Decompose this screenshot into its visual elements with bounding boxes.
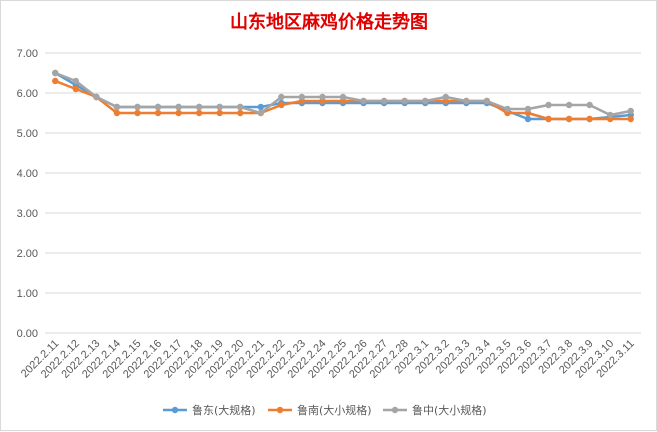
legend-item: 鲁南(大小规格) (268, 403, 372, 417)
data-point (113, 103, 121, 111)
data-point (134, 109, 141, 117)
data-point (401, 97, 408, 105)
chart-title: 山东地区麻鸡价格走势图 (230, 11, 428, 33)
data-point (627, 115, 634, 123)
y-tick-label: 0.00 (17, 328, 38, 340)
y-tick-label: 7.00 (17, 48, 38, 60)
data-point (52, 77, 59, 85)
legend-swatch-marker (391, 406, 399, 414)
data-point (606, 111, 614, 119)
data-point (216, 103, 223, 111)
data-point (380, 97, 388, 105)
legend-swatch-marker (171, 406, 179, 414)
data-point (134, 103, 141, 111)
legend-label: 鲁中(大小规格) (412, 403, 487, 417)
data-point (175, 103, 182, 111)
data-point (504, 105, 511, 113)
y-tick-label: 4.00 (17, 168, 38, 180)
series (52, 69, 634, 119)
data-point (422, 97, 429, 105)
data-point (93, 93, 100, 101)
y-tick-label: 5.00 (17, 128, 38, 140)
data-point (524, 105, 532, 113)
gridlines (45, 52, 641, 334)
data-point (52, 69, 59, 77)
data-point (442, 93, 449, 101)
series-lines (52, 69, 634, 123)
data-point (360, 97, 367, 105)
data-point (319, 93, 326, 101)
legend-swatch-marker (276, 406, 284, 414)
data-point (113, 109, 121, 117)
data-point (483, 97, 491, 105)
y-tick-label: 1.00 (17, 288, 38, 300)
data-point (278, 93, 285, 101)
y-axis-ticks: 0.00 1.00 2.00 3.00 4.00 5.00 6.00 7.00 (17, 48, 38, 340)
data-point (278, 101, 285, 109)
data-point (627, 107, 634, 115)
data-point (339, 93, 347, 101)
data-point (195, 103, 203, 111)
data-point (586, 115, 593, 123)
data-point (565, 101, 573, 109)
y-tick-label: 2.00 (17, 248, 38, 260)
legend-label: 鲁东(大规格) (192, 403, 256, 417)
legend-label: 鲁南(大小规格) (297, 403, 372, 417)
data-point (175, 109, 182, 117)
data-point (257, 109, 264, 117)
data-point (154, 109, 162, 117)
data-point (545, 101, 552, 109)
data-point (565, 115, 573, 123)
data-point (216, 109, 223, 117)
data-point (524, 115, 532, 123)
y-tick-label: 3.00 (17, 208, 38, 220)
data-point (463, 97, 470, 105)
data-point (72, 85, 80, 93)
data-point (298, 93, 306, 101)
legend: 鲁东(大规格) 鲁南(大小规格) 鲁中(大小规格) (163, 403, 487, 417)
y-tick-label: 6.00 (17, 88, 38, 100)
data-point (154, 103, 162, 111)
x-axis-ticks: 2022.2.112022.2.122022.2.132022.2.142022… (19, 338, 637, 381)
data-point (237, 109, 244, 117)
data-point (72, 77, 80, 85)
data-point (237, 103, 244, 111)
data-point (195, 109, 203, 117)
legend-item: 鲁中(大小规格) (383, 403, 487, 417)
data-point (586, 101, 593, 109)
data-point (257, 103, 264, 111)
legend-item: 鲁东(大规格) (163, 403, 256, 417)
data-point (545, 115, 552, 123)
